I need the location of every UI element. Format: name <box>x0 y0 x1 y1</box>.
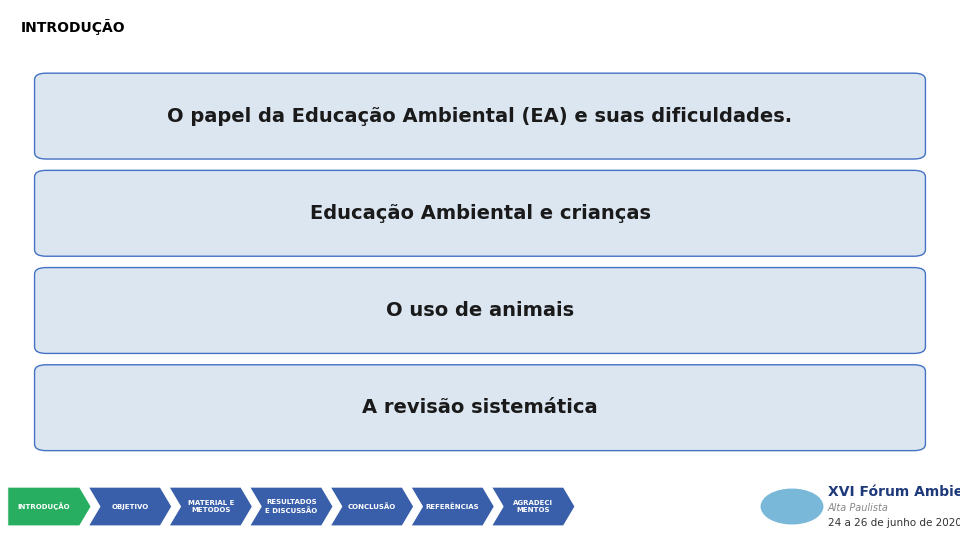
Text: Alta Paulista: Alta Paulista <box>828 503 888 512</box>
Text: A revisão sistemática: A revisão sistemática <box>362 398 598 417</box>
Polygon shape <box>8 487 91 526</box>
Text: 24 a 26 de junho de 2020: 24 a 26 de junho de 2020 <box>828 518 960 528</box>
FancyBboxPatch shape <box>35 365 925 450</box>
Text: OBJETIVO: OBJETIVO <box>111 503 149 510</box>
Text: O papel da Educação Ambiental (EA) e suas dificuldades.: O papel da Educação Ambiental (EA) e sua… <box>167 106 793 126</box>
Polygon shape <box>88 487 172 526</box>
Polygon shape <box>250 487 333 526</box>
Polygon shape <box>492 487 575 526</box>
Text: CONCLUSÃO: CONCLUSÃO <box>348 503 396 510</box>
Text: INTRODUÇÃO: INTRODUÇÃO <box>21 19 126 35</box>
FancyBboxPatch shape <box>35 171 925 256</box>
Text: Educação Ambiental e crianças: Educação Ambiental e crianças <box>309 204 651 223</box>
Text: AGRADECI
MENTOS: AGRADECI MENTOS <box>514 500 553 513</box>
Text: XVI Fórum Ambiental: XVI Fórum Ambiental <box>828 485 960 500</box>
Text: INTRODUÇÃO: INTRODUÇÃO <box>17 503 70 510</box>
Text: RESULTADOS
E DISCUSSÃO: RESULTADOS E DISCUSSÃO <box>265 500 318 514</box>
FancyBboxPatch shape <box>35 268 925 354</box>
Polygon shape <box>411 487 494 526</box>
Text: O uso de animais: O uso de animais <box>386 301 574 320</box>
Polygon shape <box>169 487 252 526</box>
Circle shape <box>761 489 823 524</box>
Polygon shape <box>330 487 414 526</box>
FancyBboxPatch shape <box>35 73 925 159</box>
Text: REFERÊNCIAS: REFERÊNCIAS <box>426 503 479 510</box>
Text: MATERIAL E
METODOS: MATERIAL E METODOS <box>187 500 234 513</box>
